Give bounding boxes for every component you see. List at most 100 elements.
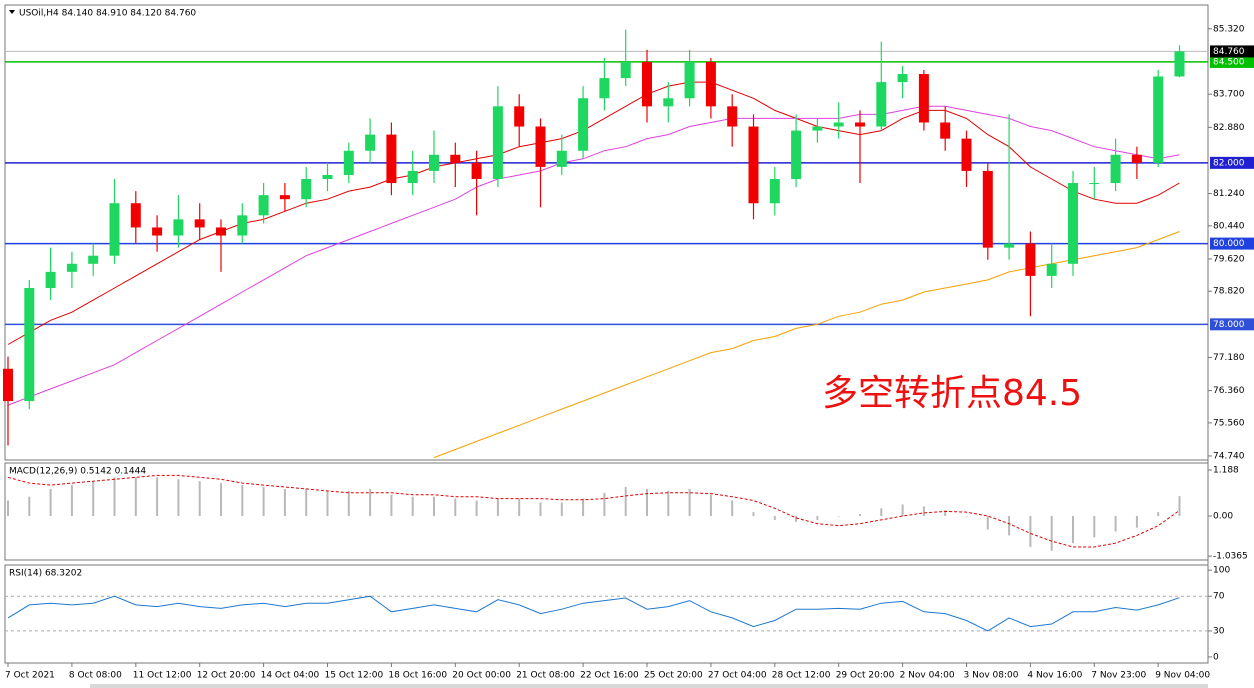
level-label: 84.500 bbox=[1213, 57, 1245, 67]
candle-body bbox=[833, 122, 844, 127]
macd-bar bbox=[305, 488, 308, 517]
macd-bar bbox=[646, 488, 648, 517]
candle-body bbox=[492, 106, 503, 180]
x-tick-label: 28 Oct 12:00 bbox=[772, 671, 831, 681]
candle-body bbox=[173, 219, 184, 236]
candle-body bbox=[1131, 154, 1142, 163]
candle-body bbox=[748, 126, 759, 204]
y-tick-label: 100 bbox=[1213, 566, 1230, 576]
moving-average bbox=[7, 81, 1180, 345]
macd-bar bbox=[1178, 496, 1181, 517]
scrollbar bbox=[90, 684, 1208, 688]
candle-body bbox=[471, 162, 482, 180]
macd-bar bbox=[816, 516, 819, 520]
macd-bar bbox=[475, 500, 478, 517]
x-tick-label: 29 Oct 20:00 bbox=[836, 671, 895, 681]
x-tick-label: 18 Oct 16:00 bbox=[388, 671, 447, 681]
candle-body bbox=[343, 150, 354, 175]
y-tick-label: 1.188 bbox=[1213, 466, 1239, 476]
candle-body bbox=[791, 130, 802, 180]
x-tick-label: 20 Oct 00:00 bbox=[452, 671, 511, 681]
macd-bar bbox=[1157, 512, 1160, 517]
x-tick-label: 22 Oct 16:00 bbox=[580, 671, 639, 681]
panel-title: MACD(12,26,9) 0.5142 0.1444 bbox=[9, 467, 146, 477]
macd-bar bbox=[92, 481, 95, 517]
candle-body bbox=[279, 195, 290, 200]
y-tick-label: 81.240 bbox=[1213, 189, 1245, 199]
candle-body bbox=[812, 126, 823, 131]
macd-bar bbox=[624, 486, 627, 517]
candle-body bbox=[1153, 76, 1164, 163]
macd-bar bbox=[283, 488, 286, 517]
macd-bar bbox=[326, 490, 329, 517]
macd-bar bbox=[70, 485, 73, 517]
macd-bar bbox=[603, 492, 606, 517]
macd-bar bbox=[731, 500, 734, 517]
last-price-label: 84.760 bbox=[1213, 47, 1245, 57]
candle-body bbox=[535, 126, 546, 167]
candle-body bbox=[1046, 263, 1057, 276]
y-tick-label: 85.320 bbox=[1213, 24, 1245, 34]
candle-body bbox=[855, 122, 865, 127]
macd-bar bbox=[177, 479, 180, 517]
macd-bar bbox=[1008, 516, 1011, 536]
macd-bar bbox=[390, 494, 393, 517]
candle-body bbox=[876, 82, 887, 127]
candle-body bbox=[407, 170, 418, 184]
y-tick-label: 80.440 bbox=[1213, 221, 1245, 231]
macd-bar bbox=[241, 485, 244, 517]
macd-bar bbox=[986, 516, 989, 530]
macd-bar bbox=[560, 502, 563, 517]
x-tick-label: 9 Nov 04:00 bbox=[1155, 671, 1210, 681]
macd-bar bbox=[369, 488, 372, 517]
macd-bar bbox=[156, 477, 159, 517]
level-label: 80.000 bbox=[1213, 239, 1245, 249]
level-label: 78.000 bbox=[1213, 320, 1245, 330]
macd-bar bbox=[752, 512, 755, 517]
y-tick-label: 76.360 bbox=[1213, 386, 1245, 396]
y-tick-label: 78.820 bbox=[1213, 287, 1245, 297]
candle-body bbox=[1068, 183, 1078, 264]
candle-body bbox=[45, 271, 56, 289]
macd-panel bbox=[4, 462, 1209, 561]
candle-body bbox=[1174, 51, 1185, 77]
candle-body bbox=[982, 170, 993, 248]
candle-body bbox=[450, 154, 461, 163]
y-tick-label: 75.560 bbox=[1213, 418, 1245, 428]
candle-body bbox=[194, 219, 205, 228]
candle-body bbox=[705, 61, 716, 107]
y-tick-label: 0 bbox=[1213, 652, 1219, 662]
x-tick-label: 3 Nov 08:00 bbox=[964, 671, 1019, 681]
macd-bar bbox=[1072, 516, 1074, 544]
macd-bar bbox=[944, 510, 947, 517]
macd-bar bbox=[262, 486, 265, 517]
x-tick-label: 14 Oct 04:00 bbox=[261, 671, 320, 681]
x-tick-label: 12 Oct 20:00 bbox=[197, 671, 256, 681]
y-tick-label: -1.0365 bbox=[1213, 552, 1248, 562]
y-tick-label: 79.620 bbox=[1213, 254, 1245, 264]
level-label: 82.000 bbox=[1213, 158, 1245, 168]
y-tick-label: 77.180 bbox=[1213, 353, 1245, 363]
candle-body bbox=[961, 138, 972, 171]
y-tick-label: 82.880 bbox=[1213, 123, 1245, 133]
candle-body bbox=[578, 98, 589, 151]
annotation: 多空转折点84.5 bbox=[822, 373, 1082, 414]
x-tick-label: 11 Oct 12:00 bbox=[133, 671, 192, 681]
candle-body bbox=[556, 150, 567, 167]
candle-body bbox=[940, 122, 951, 139]
level-tag bbox=[1210, 55, 1254, 68]
macd-signal bbox=[7, 474, 1180, 548]
candle-body bbox=[642, 61, 652, 107]
panel-title: RSI(14) 68.3202 bbox=[9, 569, 82, 579]
macd-bar bbox=[582, 498, 585, 517]
candle-body bbox=[258, 195, 269, 216]
last-price-tag bbox=[1210, 45, 1254, 58]
x-tick-label: 8 Oct 08:00 bbox=[69, 671, 122, 681]
candle-body bbox=[1110, 154, 1121, 184]
candle-body bbox=[365, 134, 376, 151]
candle-body bbox=[1025, 243, 1036, 276]
candle-body bbox=[727, 106, 738, 127]
candle-body bbox=[1004, 243, 1015, 248]
candle-body bbox=[109, 203, 120, 256]
